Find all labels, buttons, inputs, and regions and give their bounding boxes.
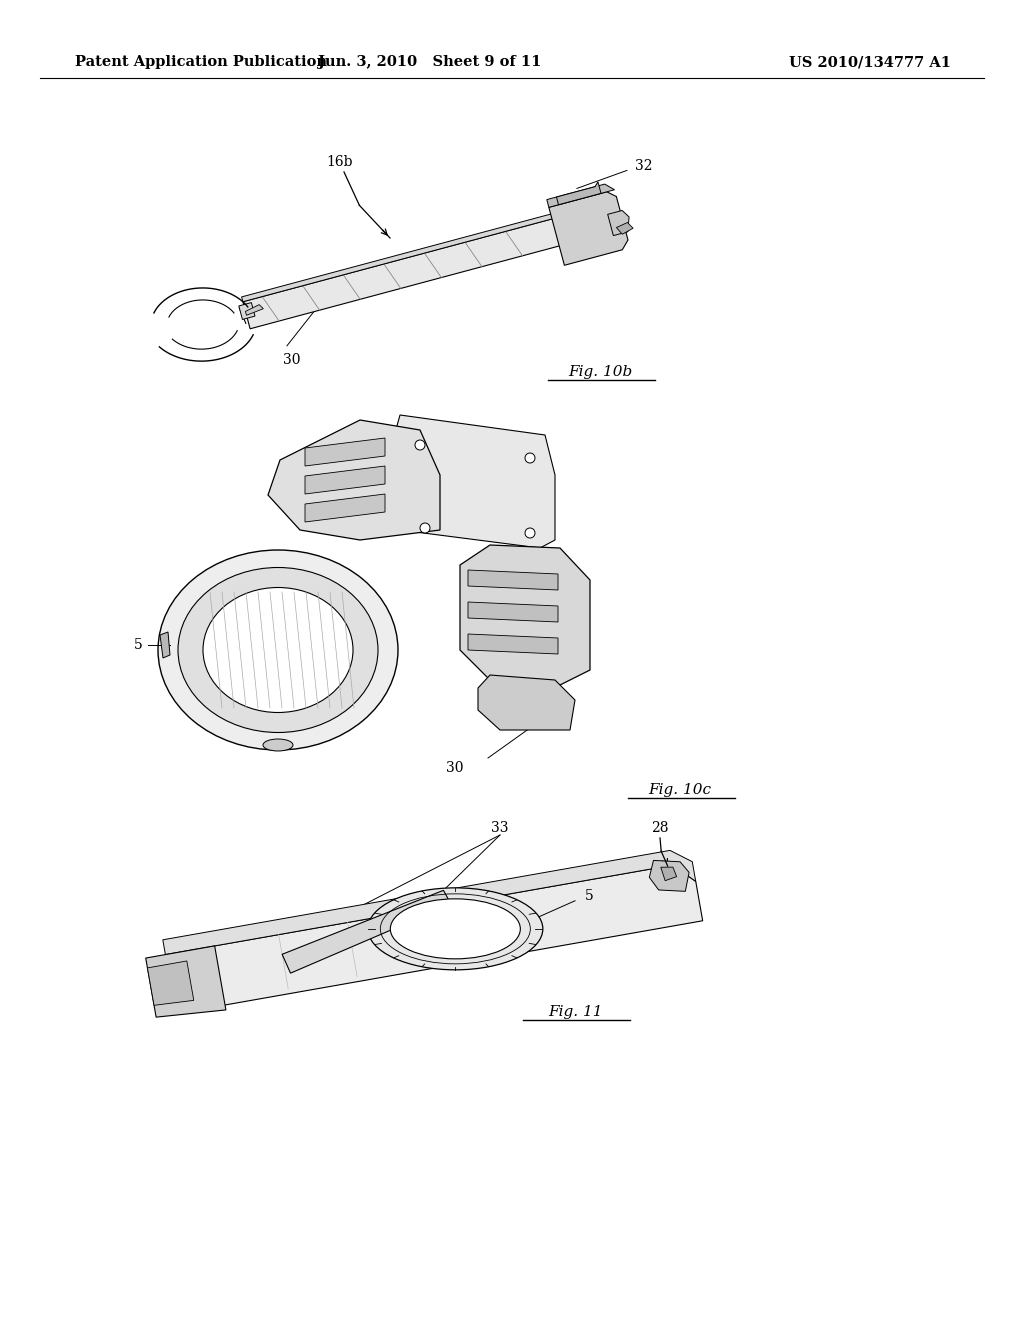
Polygon shape bbox=[616, 223, 633, 234]
Ellipse shape bbox=[178, 568, 378, 733]
Polygon shape bbox=[649, 861, 689, 891]
Polygon shape bbox=[460, 545, 590, 685]
Polygon shape bbox=[305, 466, 385, 494]
Polygon shape bbox=[547, 183, 614, 207]
Polygon shape bbox=[660, 867, 677, 880]
Polygon shape bbox=[549, 191, 628, 265]
Polygon shape bbox=[556, 182, 601, 205]
Polygon shape bbox=[242, 209, 571, 302]
Text: 16b: 16b bbox=[327, 154, 353, 169]
Ellipse shape bbox=[203, 587, 353, 713]
Polygon shape bbox=[268, 420, 440, 540]
Text: Patent Application Publication: Patent Application Publication bbox=[75, 55, 327, 69]
Polygon shape bbox=[283, 890, 451, 973]
Polygon shape bbox=[243, 214, 579, 329]
Polygon shape bbox=[468, 634, 558, 653]
Polygon shape bbox=[388, 414, 555, 548]
Circle shape bbox=[420, 523, 430, 533]
Polygon shape bbox=[153, 865, 702, 1014]
Text: 5: 5 bbox=[585, 888, 594, 903]
Circle shape bbox=[415, 440, 425, 450]
Polygon shape bbox=[163, 850, 695, 954]
Text: Jun. 3, 2010   Sheet 9 of 11: Jun. 3, 2010 Sheet 9 of 11 bbox=[318, 55, 542, 69]
Polygon shape bbox=[147, 961, 194, 1006]
Polygon shape bbox=[145, 946, 226, 1018]
Ellipse shape bbox=[158, 550, 398, 750]
Polygon shape bbox=[607, 210, 629, 235]
Polygon shape bbox=[239, 302, 255, 319]
Text: 5: 5 bbox=[133, 638, 142, 652]
Polygon shape bbox=[305, 438, 385, 466]
Polygon shape bbox=[305, 494, 385, 521]
Polygon shape bbox=[246, 305, 263, 315]
Text: US 2010/134777 A1: US 2010/134777 A1 bbox=[790, 55, 951, 69]
Ellipse shape bbox=[368, 888, 543, 970]
Polygon shape bbox=[468, 602, 558, 622]
Polygon shape bbox=[468, 570, 558, 590]
Text: Fig. 10b: Fig. 10b bbox=[568, 366, 632, 379]
Ellipse shape bbox=[263, 739, 293, 751]
Polygon shape bbox=[478, 675, 575, 730]
Ellipse shape bbox=[390, 899, 520, 958]
Circle shape bbox=[525, 453, 535, 463]
Text: Fig. 10c: Fig. 10c bbox=[648, 783, 712, 797]
Text: 16c: 16c bbox=[387, 445, 413, 459]
Polygon shape bbox=[160, 632, 170, 657]
Text: 30: 30 bbox=[446, 762, 464, 775]
Text: Fig. 11: Fig. 11 bbox=[548, 1005, 602, 1019]
Text: 32: 32 bbox=[635, 160, 652, 173]
Text: 33: 33 bbox=[492, 821, 509, 836]
Text: 30: 30 bbox=[284, 352, 301, 367]
Circle shape bbox=[525, 528, 535, 539]
Text: 28: 28 bbox=[651, 821, 669, 836]
